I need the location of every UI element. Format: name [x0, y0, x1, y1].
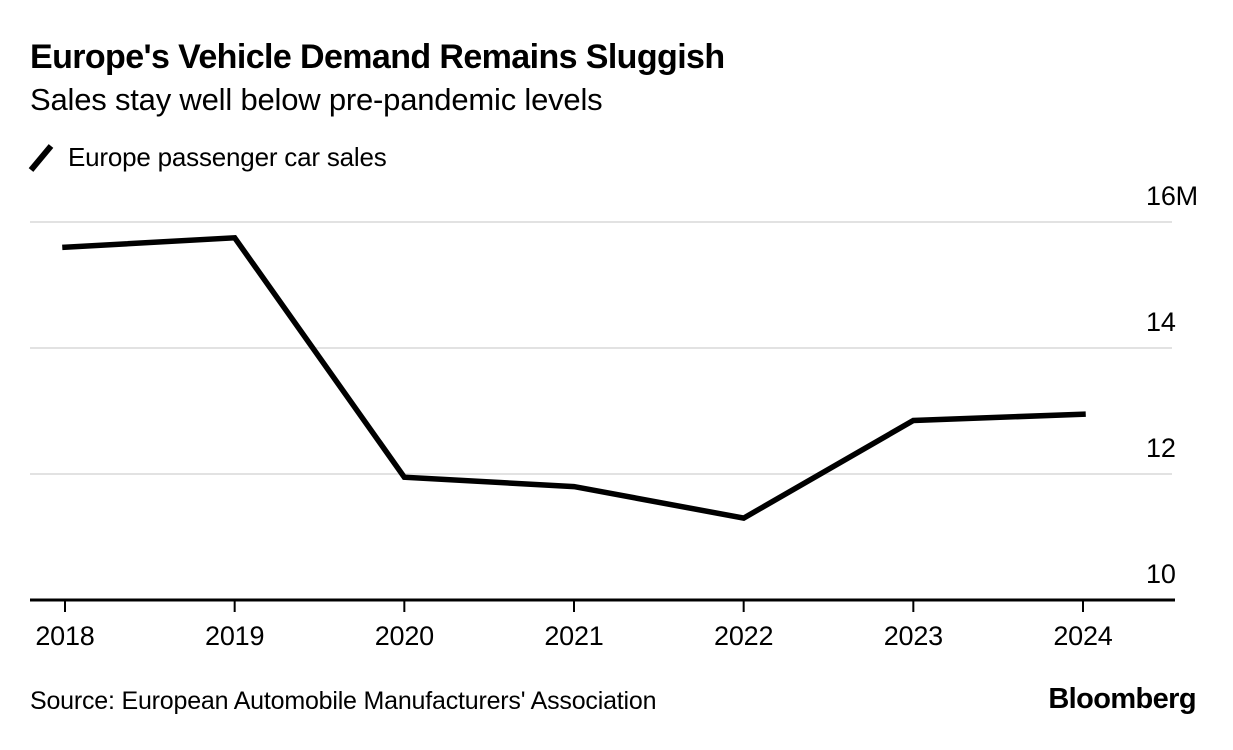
y-axis-label: 10	[1146, 559, 1176, 589]
x-axis-label: 2021	[544, 621, 604, 651]
chart-title: Europe's Vehicle Demand Remains Sluggish	[30, 38, 725, 76]
y-axis-label: 12	[1146, 433, 1176, 463]
x-axis-label: 2019	[205, 621, 265, 651]
chart-subtitle: Sales stay well below pre-pandemic level…	[30, 82, 603, 117]
x-axis-label: 2018	[35, 621, 95, 651]
y-axis-label: 16M	[1146, 181, 1198, 211]
legend-label: Europe passenger car sales	[68, 142, 387, 172]
legend: Europe passenger car sales	[28, 142, 387, 173]
series-line	[62, 234, 1086, 521]
x-axis-label: 2020	[374, 621, 434, 651]
x-axis-label: 2024	[1053, 621, 1113, 651]
x-axis-label: 2022	[714, 621, 774, 651]
source-note: Source: European Automobile Manufacturer…	[30, 687, 657, 715]
y-axis-label: 14	[1146, 307, 1176, 337]
x-axis-label: 2023	[883, 621, 943, 651]
bloomberg-logo: Bloomberg	[1048, 683, 1196, 715]
line-series-icon	[28, 143, 54, 172]
